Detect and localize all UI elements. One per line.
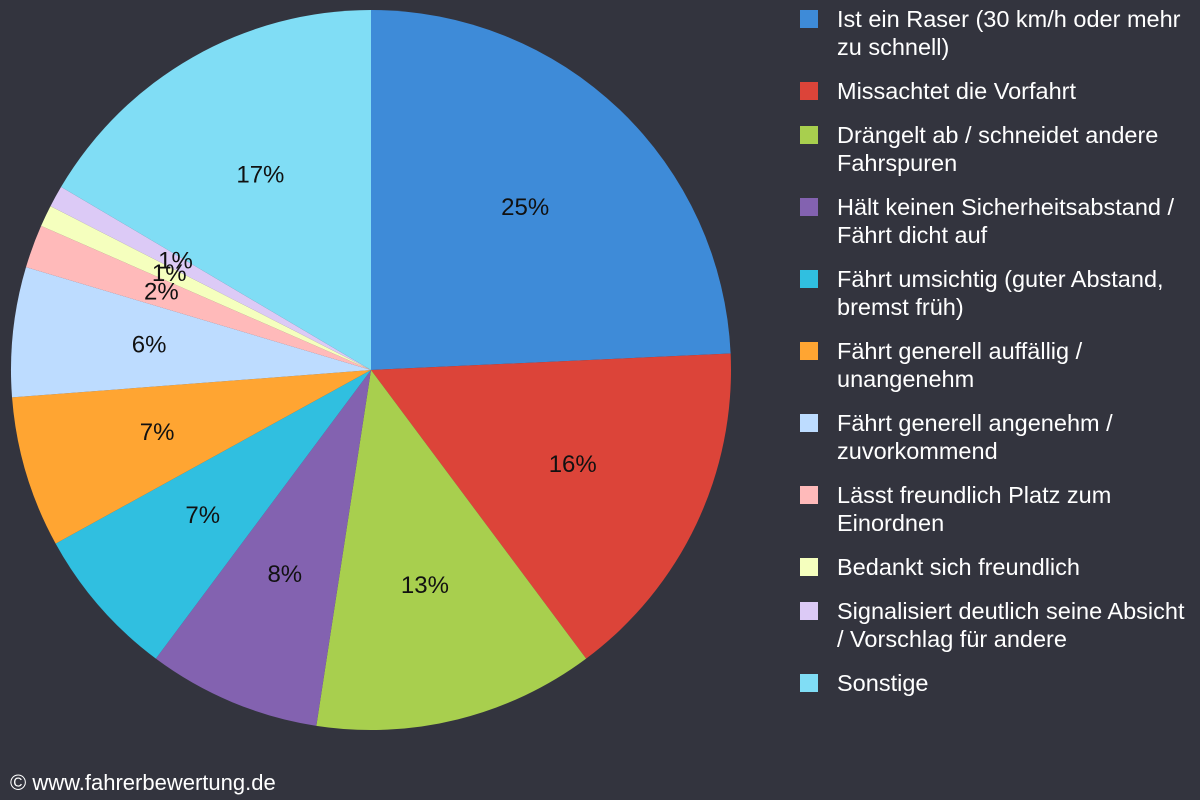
legend-swatch — [800, 198, 818, 216]
legend-swatch — [800, 270, 818, 288]
pie-slice — [41, 206, 372, 370]
legend-label: Signalisiert deutlich seine Absicht / Vo… — [837, 598, 1185, 652]
legend-swatch — [800, 342, 818, 360]
legend-item: Fährt generell angenehm / zuvorkommend — [800, 409, 1195, 465]
pie-slice — [12, 370, 372, 544]
legend-item: Signalisiert deutlich seine Absicht / Vo… — [800, 597, 1195, 653]
pie-slice — [61, 10, 371, 370]
data-label: 17% — [236, 161, 284, 188]
pie-slice — [155, 370, 371, 726]
legend-swatch — [800, 558, 818, 576]
legend-swatch — [800, 82, 818, 100]
legend-label: Ist ein Raser (30 km/h oder mehr zu schn… — [837, 6, 1181, 60]
legend-label: Fährt generell auffällig / unangenehm — [837, 338, 1083, 392]
pie-slice — [316, 370, 587, 730]
pie-slice — [55, 370, 372, 659]
legend-item: Fährt generell auffällig / unangenehm — [800, 337, 1195, 393]
data-label: 2% — [144, 279, 179, 306]
data-label: 1% — [152, 260, 187, 287]
legend-swatch — [800, 602, 818, 620]
legend-label: Sonstige — [837, 670, 929, 696]
legend: Ist ein Raser (30 km/h oder mehr zu schn… — [800, 5, 1195, 713]
legend-label: Lässt freundlich Platz zum Einordnen — [837, 482, 1112, 536]
legend-label: Hält keinen Sicherheitsabstand / Fährt d… — [837, 194, 1175, 248]
pie-slice — [26, 225, 372, 370]
legend-item: Missachtet die Vorfahrt — [800, 77, 1195, 105]
legend-item: Ist ein Raser (30 km/h oder mehr zu schn… — [800, 5, 1195, 61]
pie-slice — [50, 186, 371, 370]
chart: 25%16%13%8%7%7%6%2%1%1%17% — [10, 10, 731, 730]
pie-slice — [10, 267, 371, 398]
legend-label: Fährt umsichtig (guter Abstand, bremst f… — [837, 266, 1164, 320]
legend-label: Drängelt ab / schneidet andere Fahrspure… — [837, 122, 1159, 176]
legend-item: Sonstige — [800, 669, 1195, 697]
footer: © www.fahrerbewertung.de — [10, 770, 276, 795]
legend-label: Missachtet die Vorfahrt — [837, 78, 1077, 104]
data-label: 25% — [501, 194, 549, 221]
legend-item: Drängelt ab / schneidet andere Fahrspure… — [800, 121, 1195, 177]
legend-label: Bedankt sich freundlich — [837, 554, 1080, 580]
legend-item: Bedankt sich freundlich — [800, 553, 1195, 581]
pie-slice — [371, 353, 731, 659]
legend-item: Fährt umsichtig (guter Abstand, bremst f… — [800, 265, 1195, 321]
legend-label: Fährt generell angenehm / zuvorkommend — [837, 410, 1113, 464]
data-label: 8% — [267, 561, 302, 588]
legend-item: Hält keinen Sicherheitsabstand / Fährt d… — [800, 193, 1195, 249]
data-label: 1% — [158, 248, 193, 275]
data-label: 16% — [549, 451, 597, 478]
data-label: 7% — [185, 502, 220, 529]
legend-swatch — [800, 414, 818, 432]
legend-swatch — [800, 674, 818, 692]
data-label: 7% — [140, 419, 175, 446]
pie-slice — [371, 10, 731, 370]
data-label: 6% — [132, 332, 167, 359]
data-label: 13% — [401, 572, 449, 599]
legend-swatch — [800, 10, 818, 28]
legend-swatch — [800, 126, 818, 144]
legend-item: Lässt freundlich Platz zum Einordnen — [800, 481, 1195, 537]
legend-swatch — [800, 486, 818, 504]
